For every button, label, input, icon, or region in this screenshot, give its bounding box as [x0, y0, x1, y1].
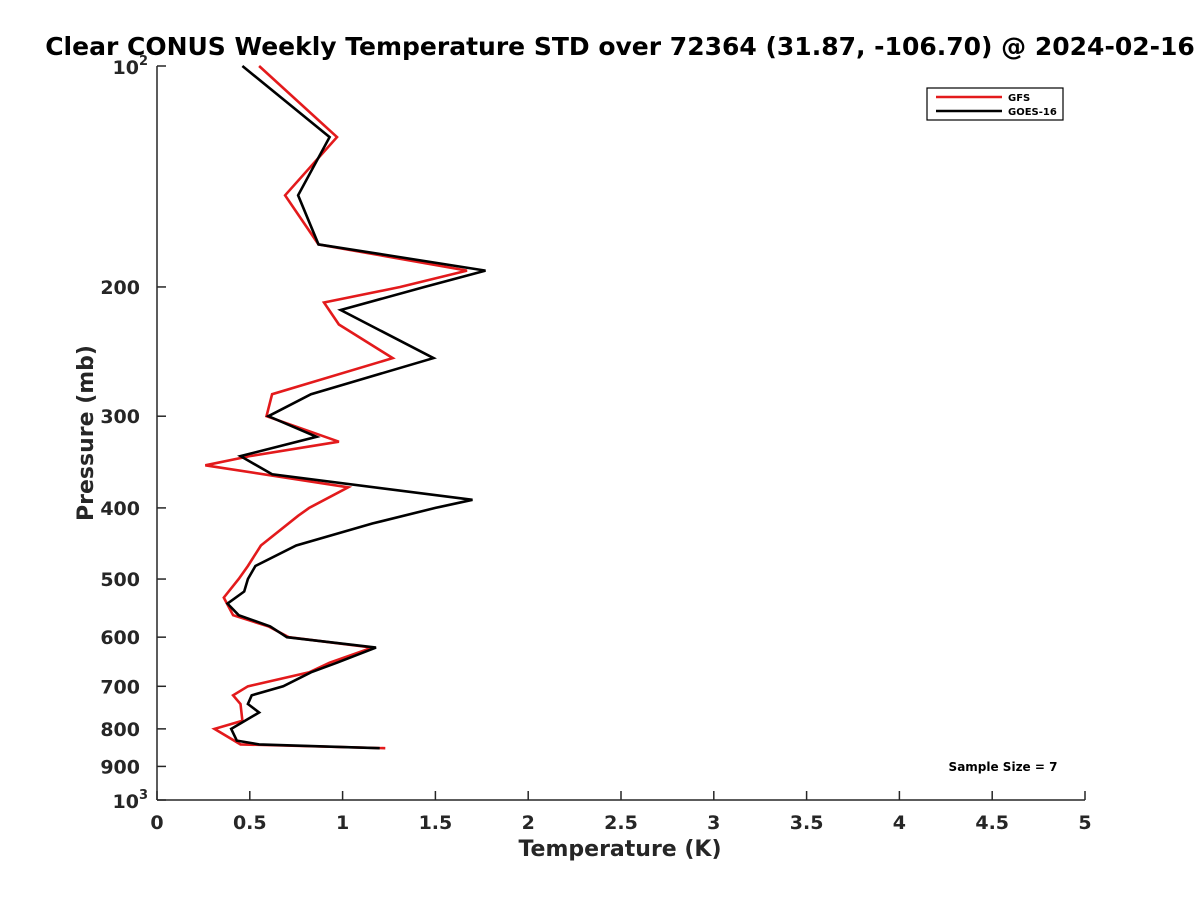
y-tick-label: 800 — [100, 719, 140, 741]
y-tick-label-exponent: 3 — [139, 788, 148, 803]
legend-label: GOES-16 — [1008, 107, 1057, 118]
y-tick-label: 103 — [113, 788, 149, 813]
x-tick-label: 3 — [707, 812, 720, 834]
legend: GFS GOES-16 — [926, 87, 1064, 121]
x-tick-label: 3.5 — [790, 812, 824, 834]
y-tick-label: 600 — [100, 627, 140, 649]
legend-box — [926, 87, 1064, 121]
x-tick-label: 4.5 — [975, 812, 1009, 834]
y-tick-label: 700 — [100, 676, 140, 698]
y-tick-label-exponent: 2 — [139, 54, 148, 69]
x-tick-label: 5 — [1078, 812, 1091, 834]
y-tick-label-base: 10 — [113, 791, 139, 813]
x-tick-label: 1 — [336, 812, 349, 834]
y-axis-label: Pressure (mb) — [74, 345, 99, 521]
x-axis-label: Temperature (K) — [518, 837, 721, 862]
y-tick-label: 400 — [100, 498, 140, 520]
x-tick-label: 2.5 — [604, 812, 638, 834]
x-tick-label: 0 — [150, 812, 163, 834]
x-axis-ticks: 0 0.5 1 1.5 2 2.5 3 3.5 4 4.5 5 — [150, 791, 1092, 834]
x-tick-label: 4 — [893, 812, 906, 834]
sample-size-annotation: Sample Size = 7 — [949, 760, 1058, 774]
legend-label: GFS — [1008, 93, 1030, 104]
x-tick-label: 0.5 — [233, 812, 267, 834]
series-line-gfs — [205, 65, 468, 750]
y-tick-label: 500 — [100, 569, 140, 591]
y-tick-label: 300 — [100, 406, 140, 428]
y-tick-label: 900 — [100, 756, 140, 778]
y-tick-label: 200 — [100, 277, 140, 299]
chart-title: Clear CONUS Weekly Temperature STD over … — [45, 32, 1195, 61]
series-line-goes-16 — [225, 64, 486, 750]
y-tick-label-base: 10 — [113, 57, 139, 79]
series-group — [205, 64, 486, 750]
x-tick-label: 2 — [522, 812, 535, 834]
y-tick-label: 102 — [113, 54, 149, 79]
plot-area — [156, 66, 1085, 801]
x-tick-label: 1.5 — [419, 812, 453, 834]
